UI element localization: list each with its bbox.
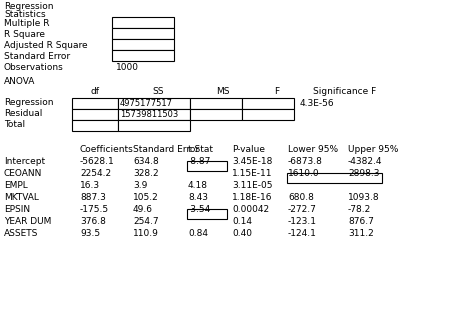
Bar	[72, 120, 118, 131]
Text: Coefficients: Coefficients	[80, 145, 134, 154]
Bar	[190, 109, 242, 120]
Text: 0.00042: 0.00042	[232, 205, 269, 214]
Text: -5628.1: -5628.1	[80, 157, 115, 166]
Text: 4975177517: 4975177517	[120, 99, 173, 108]
Text: 1093.8: 1093.8	[348, 193, 380, 202]
Text: R Square: R Square	[4, 30, 45, 39]
Bar	[118, 120, 190, 131]
Text: Upper 95%: Upper 95%	[348, 145, 398, 154]
Text: -6873.8: -6873.8	[288, 157, 323, 166]
Text: 311.2: 311.2	[348, 229, 374, 238]
Text: 0.84: 0.84	[188, 229, 208, 238]
Text: P-value: P-value	[232, 145, 265, 154]
Text: MS: MS	[216, 87, 230, 96]
Text: -124.1: -124.1	[288, 229, 317, 238]
Text: -272.7: -272.7	[288, 205, 317, 214]
Text: -3.54: -3.54	[188, 205, 211, 214]
Text: 0.14: 0.14	[232, 217, 252, 226]
Text: F: F	[274, 87, 280, 96]
Text: -123.1: -123.1	[288, 217, 317, 226]
Text: 1610.0: 1610.0	[288, 169, 319, 178]
Text: 16.3: 16.3	[80, 181, 100, 190]
Text: 2254.2: 2254.2	[80, 169, 111, 178]
Text: 2898.3: 2898.3	[348, 169, 380, 178]
Text: SS: SS	[152, 87, 164, 96]
Text: 93.5: 93.5	[80, 229, 100, 238]
Text: 3.45E-18: 3.45E-18	[232, 157, 273, 166]
Text: 8.43: 8.43	[188, 193, 208, 202]
Bar	[242, 109, 294, 120]
Text: 0.40: 0.40	[232, 229, 252, 238]
Bar	[72, 109, 118, 120]
Text: Standard Error: Standard Error	[133, 145, 199, 154]
Text: Adjusted R Square: Adjusted R Square	[4, 41, 88, 50]
Text: Lower 95%: Lower 95%	[288, 145, 338, 154]
Text: EMPL: EMPL	[4, 181, 28, 190]
Text: 1.18E-16: 1.18E-16	[232, 193, 273, 202]
Text: EPSIN: EPSIN	[4, 205, 30, 214]
Text: 1000: 1000	[116, 63, 139, 72]
Text: -175.5: -175.5	[80, 205, 109, 214]
Text: 876.7: 876.7	[348, 217, 374, 226]
Bar	[72, 98, 118, 109]
Bar	[287, 173, 382, 183]
Text: Residual: Residual	[4, 109, 42, 118]
Text: 680.8: 680.8	[288, 193, 314, 202]
Text: Total: Total	[4, 120, 25, 129]
Text: 4.3E-56: 4.3E-56	[300, 99, 335, 108]
Text: 15739811503: 15739811503	[120, 110, 178, 119]
Text: ASSETS: ASSETS	[4, 229, 38, 238]
Text: 376.8: 376.8	[80, 217, 106, 226]
Text: 105.2: 105.2	[133, 193, 159, 202]
Bar	[190, 98, 242, 109]
Text: -78.2: -78.2	[348, 205, 371, 214]
Bar	[187, 161, 227, 171]
Text: Intercept: Intercept	[4, 157, 45, 166]
Text: df: df	[91, 87, 100, 96]
Text: Standard Error: Standard Error	[4, 52, 70, 61]
Text: 3.11E-05: 3.11E-05	[232, 181, 273, 190]
Text: 3.9: 3.9	[133, 181, 147, 190]
Text: Significance F: Significance F	[313, 87, 377, 96]
Text: 1.15E-11: 1.15E-11	[232, 169, 273, 178]
Text: -4382.4: -4382.4	[348, 157, 383, 166]
Text: Regression: Regression	[4, 98, 54, 107]
Text: 4.18: 4.18	[188, 181, 208, 190]
Bar	[118, 98, 190, 109]
Text: 887.3: 887.3	[80, 193, 106, 202]
Text: -8.87: -8.87	[188, 157, 211, 166]
Text: Observations: Observations	[4, 63, 64, 72]
Bar	[112, 17, 174, 28]
Text: YEAR DUM: YEAR DUM	[4, 217, 51, 226]
Bar	[112, 39, 174, 50]
Bar	[112, 50, 174, 61]
Text: ANOVA: ANOVA	[4, 77, 36, 86]
Text: MKTVAL: MKTVAL	[4, 193, 39, 202]
Text: 328.2: 328.2	[133, 169, 159, 178]
Text: 634.8: 634.8	[133, 157, 159, 166]
Text: Regression: Regression	[4, 2, 54, 11]
Text: 110.9: 110.9	[133, 229, 159, 238]
Text: t Stat: t Stat	[188, 145, 213, 154]
Text: CEOANN: CEOANN	[4, 169, 42, 178]
Bar	[118, 109, 190, 120]
Text: 49.6: 49.6	[133, 205, 153, 214]
Text: Statistics: Statistics	[4, 10, 46, 19]
Bar	[112, 28, 174, 39]
Text: 254.7: 254.7	[133, 217, 159, 226]
Text: Multiple R: Multiple R	[4, 19, 49, 28]
Bar	[242, 98, 294, 109]
Bar	[187, 209, 227, 219]
